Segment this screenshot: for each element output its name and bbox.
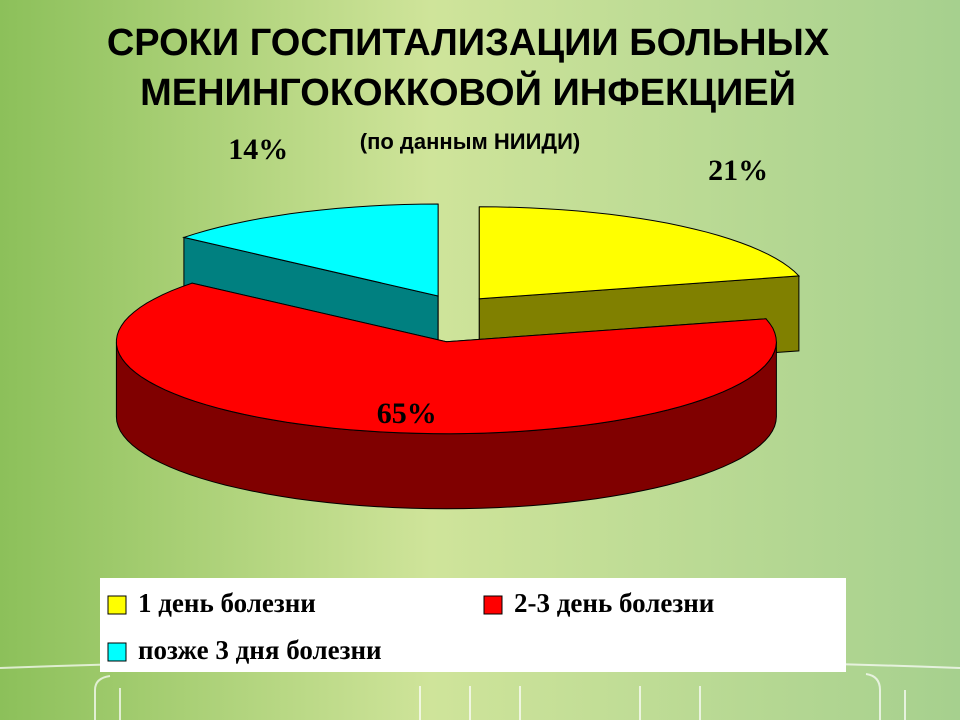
legend: 1 день болезни 2-3 день болезни позже 3 дн… bbox=[100, 578, 846, 672]
legend-label: 2-3 день болезни bbox=[514, 588, 714, 618]
title-line: МЕНИНГОКОККОВОЙ ИНФЕКЦИЕЙ bbox=[140, 69, 796, 114]
legend-swatch bbox=[107, 642, 127, 662]
data-label: 21% bbox=[708, 154, 768, 187]
slice bbox=[115, 282, 777, 435]
slice bbox=[478, 206, 801, 300]
data-label: 14% bbox=[228, 133, 288, 166]
legend-swatch bbox=[107, 595, 127, 615]
data-label: 65% bbox=[377, 397, 437, 430]
title-line: СРОКИ ГОСПИТАЛИЗАЦИИ БОЛЬНЫХ bbox=[107, 22, 830, 64]
legend-box bbox=[100, 578, 846, 672]
legend-label: 1 день болезни bbox=[138, 588, 316, 618]
subtitle: (по данным НИИДИ) bbox=[360, 129, 580, 154]
slice bbox=[182, 203, 439, 297]
legend-label: позже 3 дня болезни bbox=[138, 635, 382, 665]
legend-swatch bbox=[483, 595, 503, 615]
pie-chart: 21% 65% 14% bbox=[115, 133, 801, 510]
